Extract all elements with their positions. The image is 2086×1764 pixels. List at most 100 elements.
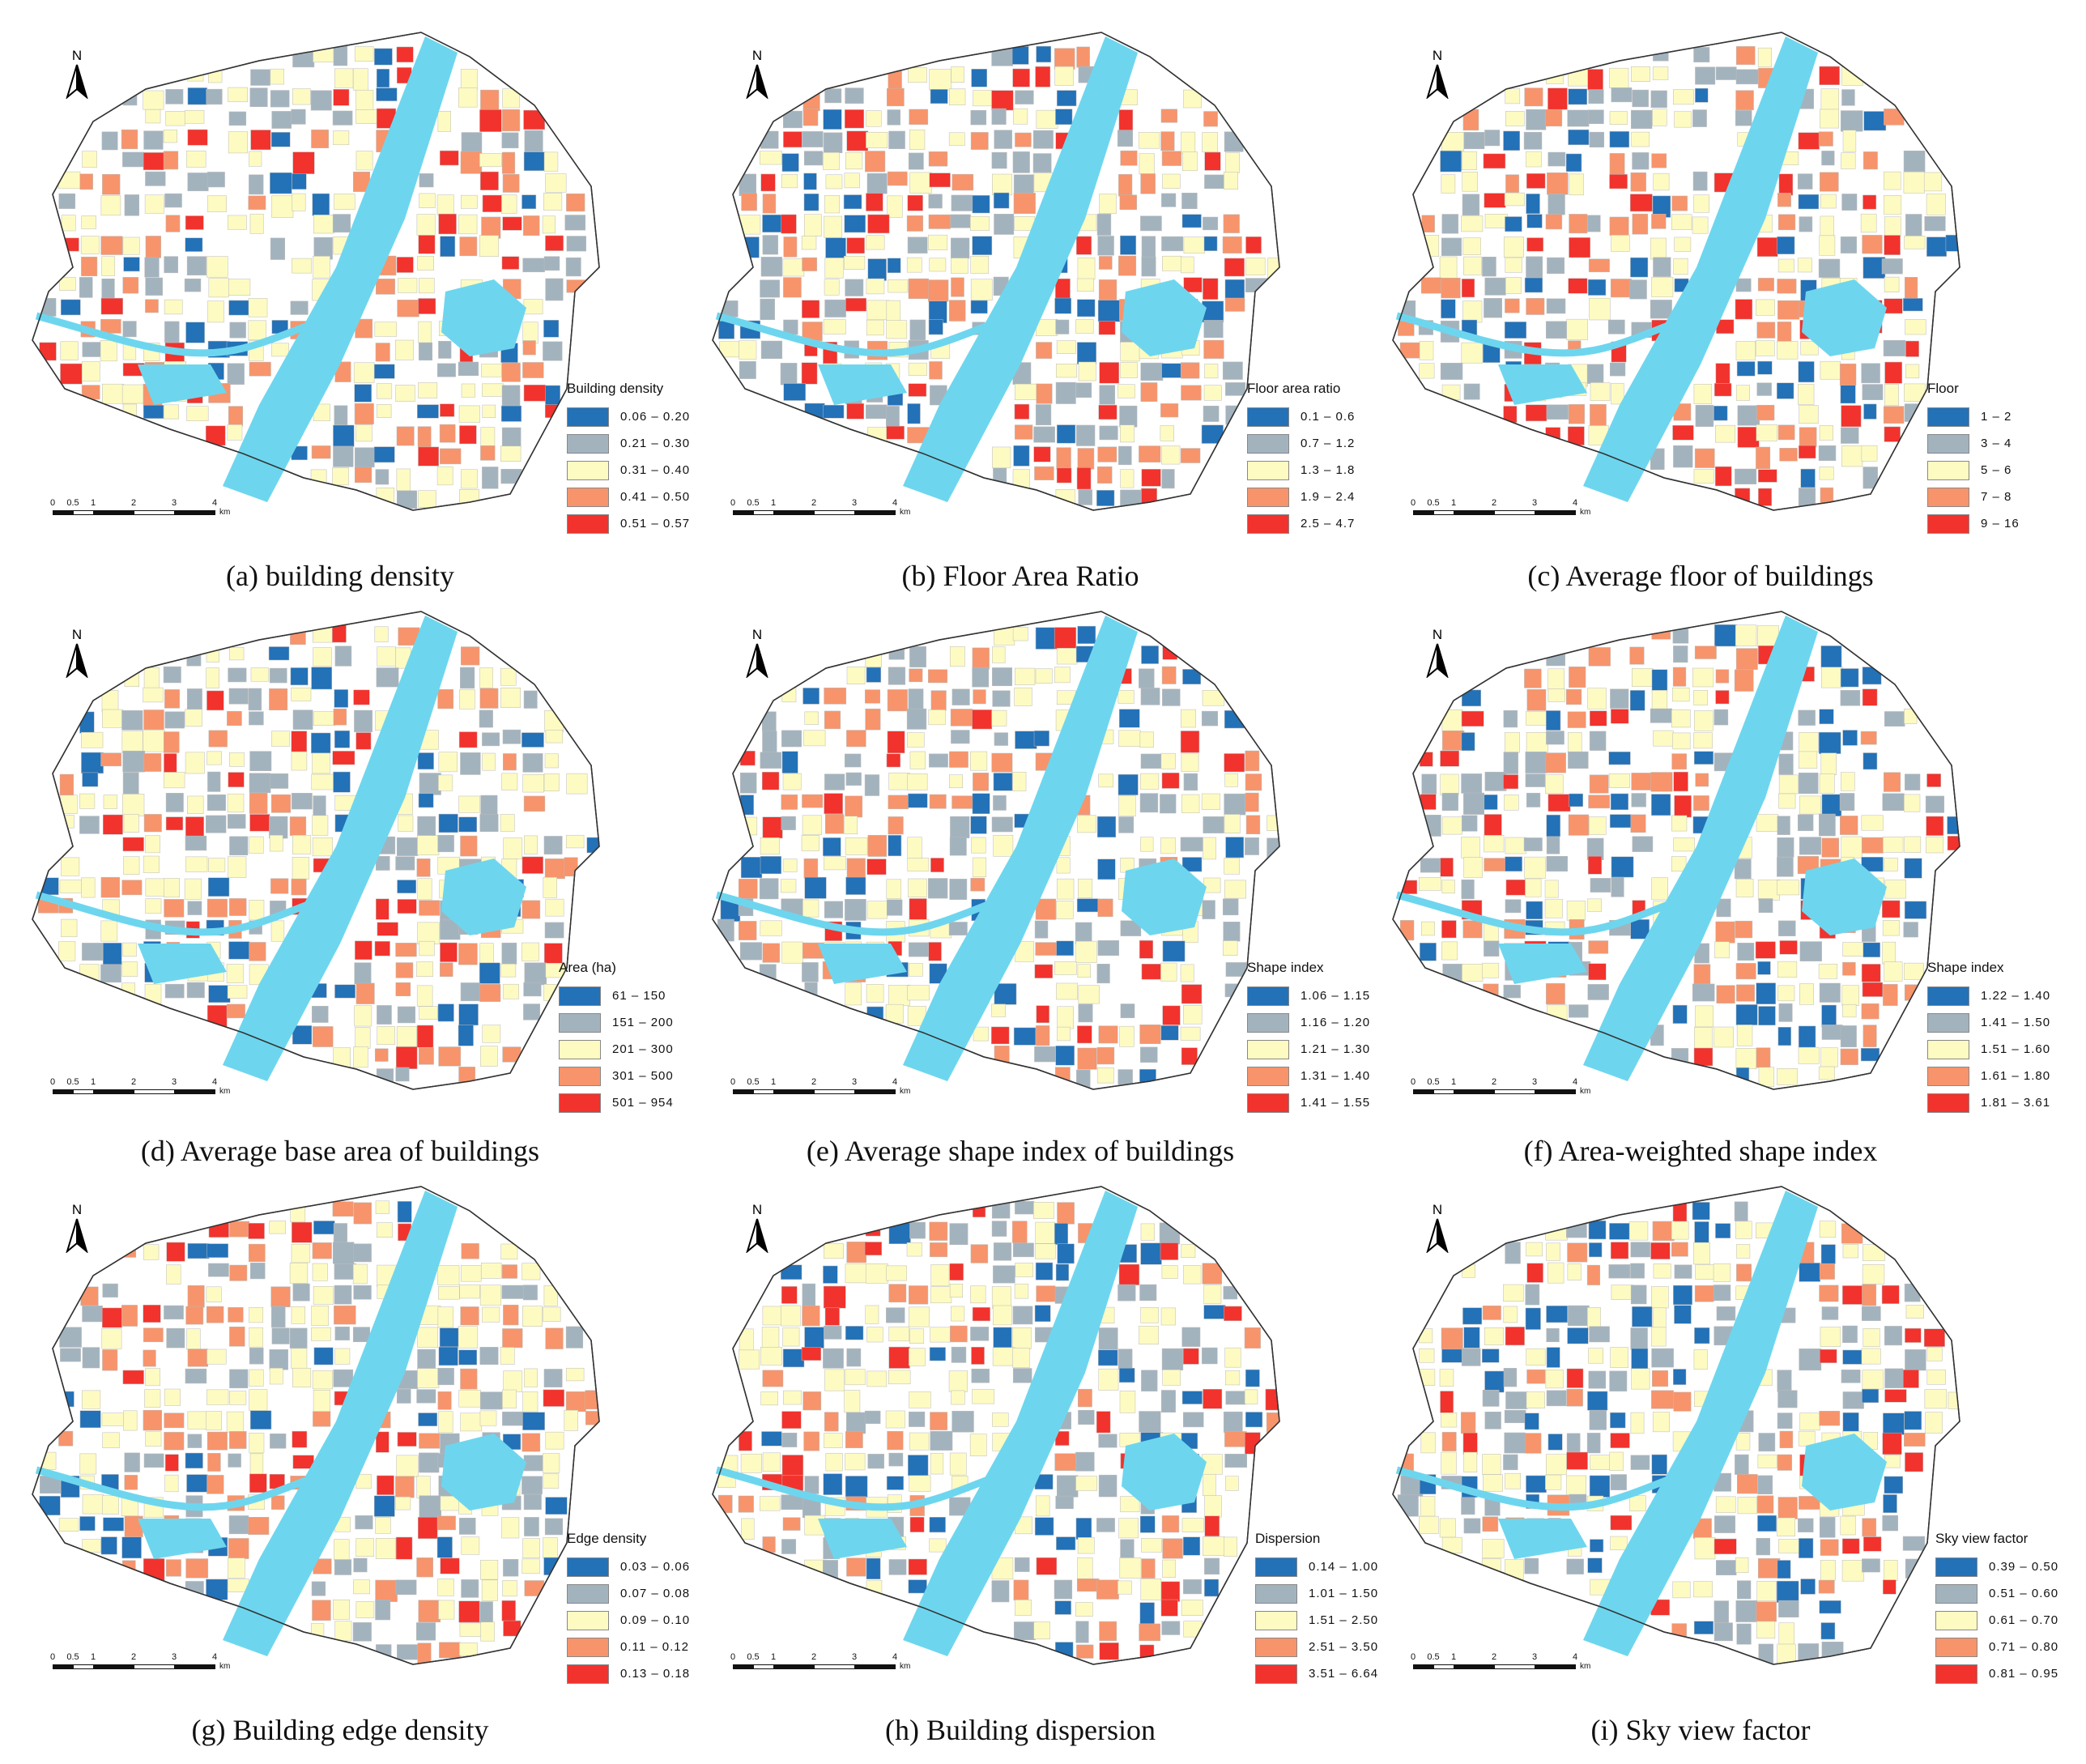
map-block: [739, 751, 756, 766]
map-block: [501, 773, 518, 790]
map-block: [1057, 1026, 1071, 1042]
map-block: [1160, 109, 1177, 123]
scale-segment: [1494, 1664, 1535, 1669]
map-block: [522, 1306, 543, 1327]
map-block: [163, 130, 177, 143]
map-block: [1057, 1202, 1075, 1225]
map-block: [1013, 174, 1034, 194]
map-block: [1567, 1263, 1582, 1280]
map-block: [60, 363, 83, 385]
map-block: [1736, 1025, 1753, 1046]
map-block: [458, 1326, 479, 1349]
map-block: [1777, 1068, 1798, 1085]
map-block: [1223, 214, 1240, 233]
map-block: [1926, 1347, 1943, 1361]
map-block: [1098, 1025, 1118, 1044]
map-block: [803, 194, 820, 211]
map-block: [1441, 174, 1456, 194]
map-block: [823, 1348, 844, 1369]
map-block: [1756, 322, 1776, 339]
map-block: [1841, 1370, 1861, 1383]
scale-unit: km: [900, 1087, 911, 1096]
pond: [818, 364, 907, 405]
north-arrow-icon: [66, 1218, 88, 1254]
map-block: [375, 1200, 390, 1214]
map-block: [164, 731, 180, 753]
map-block: [991, 151, 1007, 169]
map-block: [1737, 943, 1755, 961]
scale-tick: 1: [1450, 1652, 1457, 1662]
map-block: [1140, 1579, 1162, 1600]
map-block: [1800, 1579, 1816, 1595]
legend-item: 5 – 6: [1927, 457, 2020, 484]
map-block: [482, 383, 504, 397]
map-block: [228, 941, 250, 960]
legend-item: 2.5 – 4.7: [1247, 510, 1355, 537]
map-block: [1565, 153, 1582, 173]
map-block: [164, 1454, 179, 1472]
map-block: [1820, 1327, 1841, 1347]
map-block: [545, 173, 567, 193]
map-block: [1035, 66, 1051, 87]
map-block: [1693, 1581, 1713, 1598]
map-block: [992, 1347, 1015, 1366]
map-block: [1862, 667, 1882, 685]
map-block: [1014, 1557, 1030, 1572]
map-block: [1118, 690, 1135, 704]
map-block: [100, 297, 123, 315]
map-block: [417, 1349, 436, 1370]
scale-segment: [1413, 1089, 1434, 1094]
map-block: [1547, 1434, 1563, 1451]
map-block: [1526, 711, 1548, 726]
map-block: [888, 772, 910, 790]
map-block: [313, 647, 332, 667]
choropleth-map: [1392, 32, 1960, 511]
map-block: [145, 299, 159, 313]
map-block: [1442, 963, 1464, 986]
map-block: [1632, 836, 1654, 852]
map-block: [908, 278, 930, 299]
map-block: [741, 1518, 755, 1540]
scale-segment: [1413, 1664, 1434, 1669]
map-block: [1503, 752, 1518, 774]
north-label: N: [751, 627, 763, 642]
map-block: [502, 173, 520, 193]
map-block: [1735, 879, 1754, 897]
map-block: [1139, 1602, 1155, 1624]
map-block: [1203, 405, 1220, 422]
map-block: [1630, 1327, 1648, 1350]
scale-tick: 0: [1410, 498, 1416, 508]
map-block: [1547, 257, 1565, 275]
map-block: [101, 1412, 124, 1426]
legend-label: 1.16 – 1.20: [1301, 1016, 1371, 1029]
map-block: [845, 1453, 866, 1471]
north-arrow: N: [741, 1203, 773, 1257]
map-block: [909, 319, 926, 341]
map-block: [289, 1327, 308, 1349]
map-block: [1651, 1348, 1674, 1368]
map-block: [1610, 688, 1629, 709]
map-block: [1841, 427, 1859, 444]
map-block: [824, 793, 843, 815]
map-block: [907, 732, 925, 748]
map-block: [1714, 383, 1732, 397]
map-block: [1546, 982, 1565, 1005]
map-block: [1096, 964, 1110, 984]
map-block: [270, 237, 285, 260]
map-block: [1673, 771, 1688, 792]
map-block: [845, 1431, 863, 1449]
map-block: [1756, 404, 1775, 421]
map-block: [909, 1348, 926, 1366]
map-block: [803, 1431, 820, 1451]
map-block: [1078, 361, 1096, 381]
map-block: [1161, 1348, 1184, 1370]
legend-item: 0.21 – 0.30: [567, 430, 690, 457]
map-block: [143, 152, 164, 171]
panel-caption: (b) Floor Area Ratio: [901, 560, 1139, 592]
map-block: [824, 215, 843, 238]
map-block: [355, 109, 378, 124]
map-block: [1441, 299, 1456, 319]
map-block: [1182, 669, 1202, 684]
north-arrow-icon: [746, 643, 768, 679]
map-block: [1758, 1433, 1776, 1452]
